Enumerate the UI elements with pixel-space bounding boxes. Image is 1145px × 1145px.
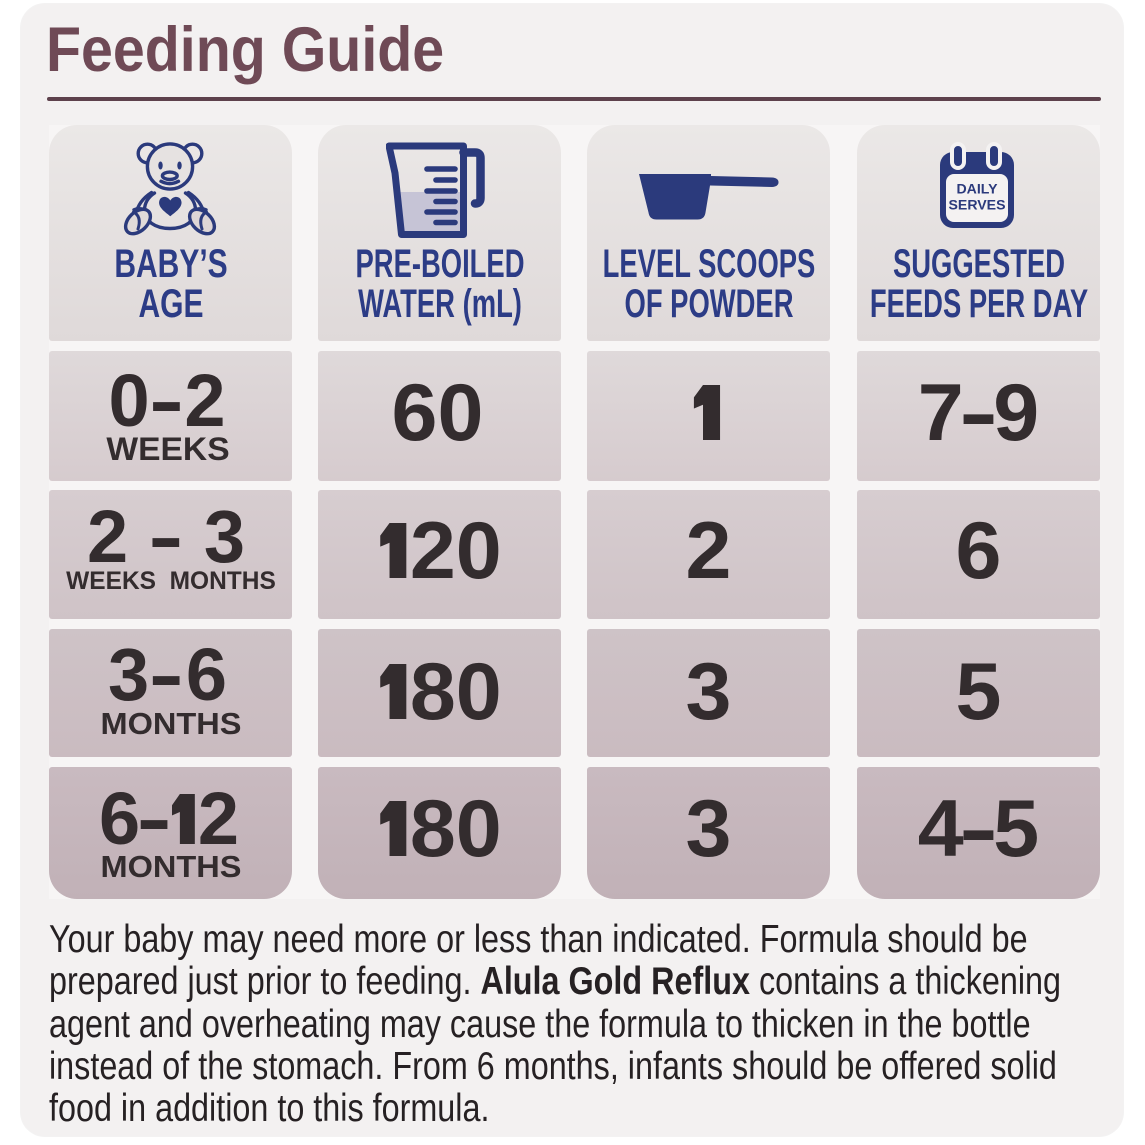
svg-text:SERVES: SERVES bbox=[949, 198, 1006, 213]
svg-text:DAILY: DAILY bbox=[957, 182, 998, 197]
